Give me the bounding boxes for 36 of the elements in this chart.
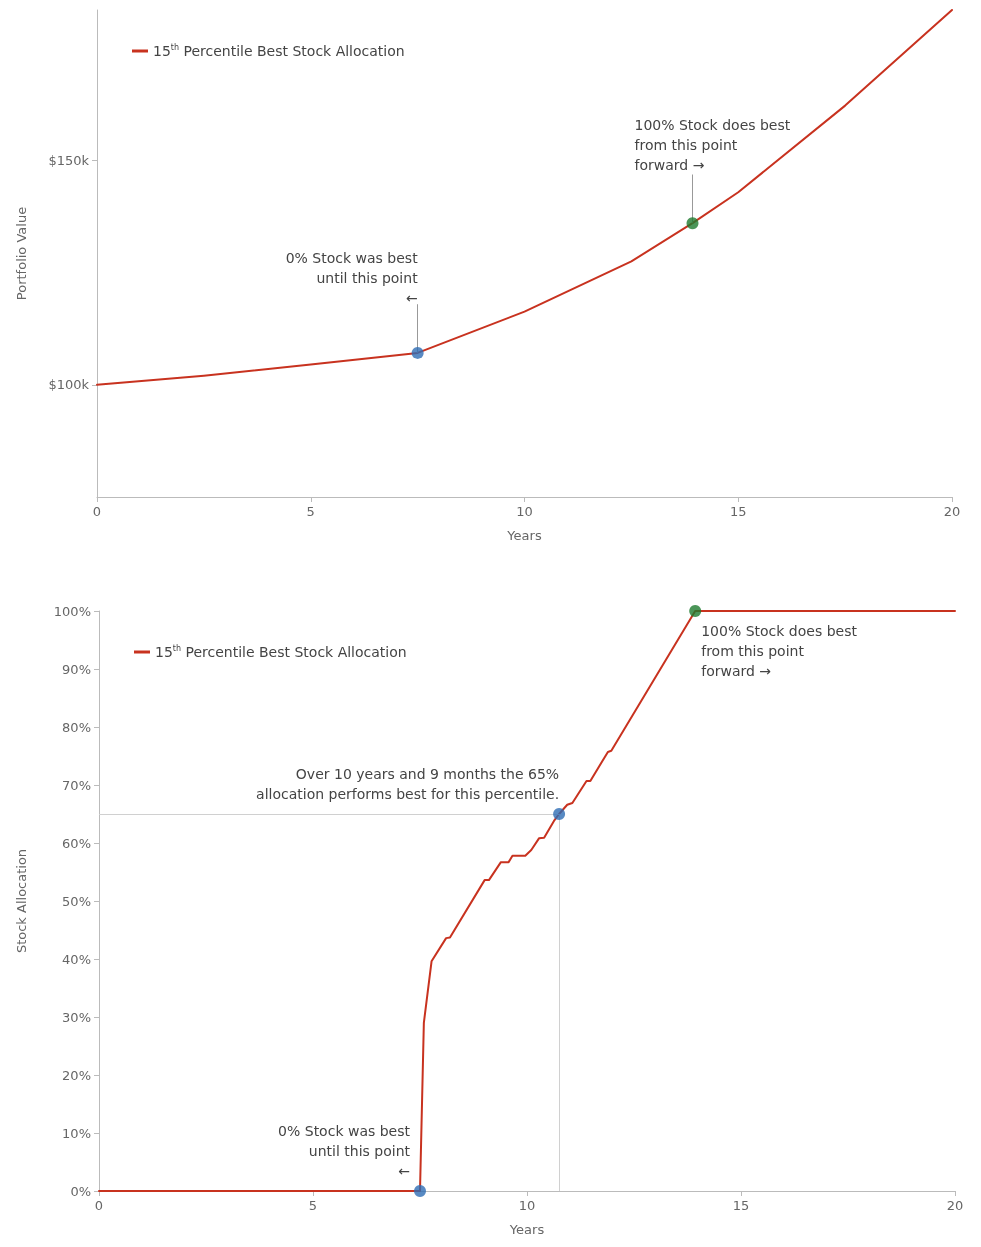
x-axis-title: Years: [508, 1222, 545, 1237]
y-tick-label: $100k: [48, 377, 90, 393]
x-tick-label: 15: [729, 504, 747, 519]
x-tick-label: 10: [516, 504, 533, 519]
y-tick-label: 30%: [62, 1009, 91, 1025]
y-axis-title: Portfolio Value: [14, 206, 29, 301]
annotation: 0% Stock was best until this point ←: [278, 1123, 411, 1179]
point: [689, 605, 702, 617]
x-tick-label: 15: [732, 1198, 750, 1213]
annotation: 100% Stock does best from this point forward →: [634, 117, 791, 174]
x-axis-title: Years: [506, 528, 542, 543]
y-tick-label: 50%: [62, 893, 91, 909]
point: [553, 808, 566, 820]
point: [414, 1185, 426, 1197]
y-tick-label: $150k: [48, 152, 90, 168]
y-tick-label: 40%: [62, 951, 91, 967]
y-tick-label: 60%: [62, 835, 91, 851]
y-tick-label: 80%: [62, 719, 91, 735]
y-tick-label: 70%: [62, 777, 91, 793]
y-tick-label: 100%: [53, 603, 91, 619]
y-tick-label: 90%: [62, 661, 91, 677]
x-tick-label: 5: [308, 1198, 318, 1213]
x-tick-label: 20: [946, 1198, 964, 1213]
annotation: Over 10 years and 9 months the 65% allocation performs best for this percentile.: [256, 766, 560, 802]
x-tick-label: 5: [306, 504, 315, 519]
y-axis-title: Stock Allocation: [14, 848, 29, 954]
x-tick-label: 0: [92, 504, 102, 519]
annotation: 100% Stock does best from this point forward →: [701, 623, 858, 679]
x-tick-label: 10: [518, 1198, 536, 1213]
x-tick-label: 0: [94, 1198, 104, 1213]
y-tick-label: 0%: [70, 1183, 91, 1199]
x-tick-label: 20: [943, 504, 961, 519]
y-tick-label: 10%: [62, 1125, 91, 1141]
line-series: [96, 9, 953, 386]
y-tick-label: 20%: [62, 1067, 91, 1083]
annotation: 0% Stock was best until this point ←: [285, 249, 419, 306]
